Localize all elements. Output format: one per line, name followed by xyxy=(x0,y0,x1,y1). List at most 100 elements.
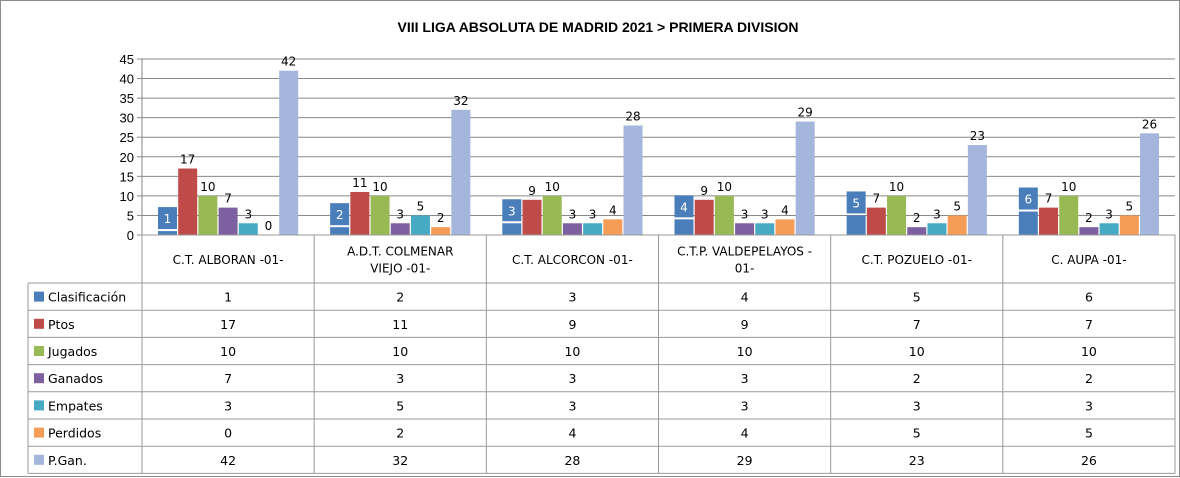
bar xyxy=(623,125,643,235)
table-cell: 3 xyxy=(396,371,404,386)
data-label-box xyxy=(502,199,522,222)
bar xyxy=(775,219,795,235)
bar xyxy=(157,231,177,235)
data-label-box xyxy=(846,191,866,214)
bar xyxy=(542,195,562,235)
data-label: 7 xyxy=(1045,192,1053,206)
data-label: 11 xyxy=(352,176,367,190)
series-name: Perdidos xyxy=(48,426,101,441)
data-label: 26 xyxy=(1142,117,1157,131)
bar xyxy=(1079,227,1099,235)
series-name: P.Gan. xyxy=(48,453,87,468)
data-table: C.T. ALBORAN -01- A.D.T. COLMENAR VIEJO -0… xyxy=(27,234,1176,474)
data-label: 10 xyxy=(717,180,732,194)
category-label: A.D.T. COLMENAR xyxy=(347,245,453,259)
data-label: 0 xyxy=(265,219,273,233)
table-cell: 9 xyxy=(568,317,576,332)
table-cell: 0 xyxy=(224,426,232,441)
data-label: 10 xyxy=(1061,180,1076,194)
table-cell: 28 xyxy=(564,453,580,468)
y-tick-label: 5 xyxy=(127,208,134,223)
table-cell: 3 xyxy=(224,398,232,413)
data-label: 4 xyxy=(680,200,688,214)
data-label: 3 xyxy=(508,204,516,218)
data-label: 9 xyxy=(700,184,708,198)
bar xyxy=(178,168,198,235)
table-cell: 3 xyxy=(568,290,576,305)
bar xyxy=(967,145,987,235)
bar xyxy=(370,195,390,235)
legend-key xyxy=(34,427,44,438)
table-cell: 11 xyxy=(392,317,408,332)
legend-key xyxy=(34,291,44,302)
data-label: 2 xyxy=(1085,211,1093,225)
bar xyxy=(583,223,603,235)
gridlines xyxy=(142,58,1175,236)
table-cell: 4 xyxy=(741,290,749,305)
legend-key xyxy=(34,346,44,356)
bar xyxy=(1059,195,1079,235)
data-label: 42 xyxy=(281,55,296,69)
bar xyxy=(1119,215,1139,235)
bar xyxy=(410,215,430,235)
table-cell: 10 xyxy=(737,344,753,359)
table-cell: 4 xyxy=(568,426,576,441)
bar xyxy=(1039,207,1059,235)
table-cell: 5 xyxy=(913,290,921,305)
data-label: 3 xyxy=(761,207,769,221)
data-label: 1 xyxy=(164,212,172,226)
data-label: 5 xyxy=(1125,199,1133,213)
bar xyxy=(522,199,542,235)
bar xyxy=(431,227,451,235)
bar xyxy=(238,223,258,235)
data-label: 2 xyxy=(913,211,921,225)
bar xyxy=(795,121,815,235)
category-label: 01- xyxy=(735,262,755,276)
table-cell: 5 xyxy=(396,398,404,413)
data-label-box xyxy=(1018,187,1038,210)
y-tick-label: 30 xyxy=(120,111,134,126)
table-cell: 4 xyxy=(741,426,749,441)
y-tick-label: 35 xyxy=(120,91,134,106)
data-label: 10 xyxy=(372,180,387,194)
data-label: 3 xyxy=(741,207,749,221)
y-tick-label: 15 xyxy=(120,169,134,184)
table-cell: 2 xyxy=(396,290,404,305)
table-cell: 10 xyxy=(909,344,925,359)
table-cell: 10 xyxy=(392,344,408,359)
table-cell: 10 xyxy=(1081,344,1097,359)
category-label: C.T.P. VALDEPELAYOS - xyxy=(677,245,812,259)
bar xyxy=(907,227,927,235)
table-cell: 3 xyxy=(741,398,749,413)
bar xyxy=(502,223,522,235)
category-label: C.T. ALCORCON -01- xyxy=(512,253,633,267)
data-label-box xyxy=(157,207,177,230)
data-label: 3 xyxy=(1105,207,1113,221)
data-label: 32 xyxy=(453,94,468,108)
table-cell: 7 xyxy=(1085,317,1093,332)
category-label: C. AUPA -01- xyxy=(1051,253,1126,267)
table-cell: 5 xyxy=(1085,426,1093,441)
data-label-box xyxy=(674,195,694,218)
bar xyxy=(279,70,299,235)
table-cell: 5 xyxy=(913,426,921,441)
chart-title: VIII LIGA ABSOLUTA DE MADRID 2021 > PRIM… xyxy=(398,19,799,35)
data-label: 5 xyxy=(953,199,961,213)
table-cell: 42 xyxy=(220,453,236,468)
bar xyxy=(694,199,714,235)
legend-key xyxy=(34,400,44,411)
data-label: 3 xyxy=(244,207,252,221)
data-label: 9 xyxy=(528,184,536,198)
data-label: 7 xyxy=(224,192,232,206)
table-cell: 3 xyxy=(568,398,576,413)
bar xyxy=(218,207,238,235)
table-cell: 3 xyxy=(741,371,749,386)
table-cell: 29 xyxy=(737,453,753,468)
table-cell: 2 xyxy=(396,426,404,441)
y-tick-label: 25 xyxy=(120,130,134,145)
bar xyxy=(887,195,907,235)
data-label: 17 xyxy=(180,153,195,167)
data-label: 10 xyxy=(200,180,215,194)
data-label-box xyxy=(330,203,350,226)
bar xyxy=(390,223,410,235)
